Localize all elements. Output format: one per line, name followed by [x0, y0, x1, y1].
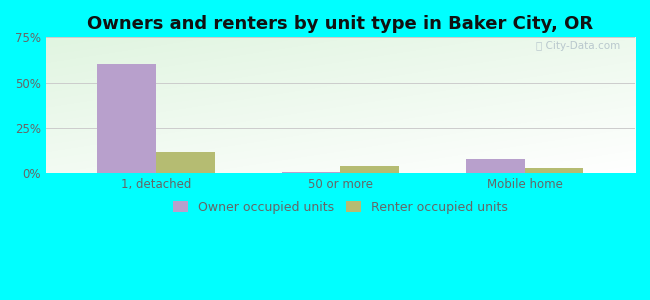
Bar [98, 64, 156, 173]
Text: ⓘ City-Data.com: ⓘ City-Data.com [536, 41, 620, 51]
Bar [281, 172, 341, 173]
Bar [525, 168, 584, 173]
Title: Owners and renters by unit type in Baker City, OR: Owners and renters by unit type in Baker… [87, 15, 593, 33]
Legend: Owner occupied units, Renter occupied units: Owner occupied units, Renter occupied un… [168, 196, 514, 219]
Bar [156, 152, 215, 173]
Bar [465, 159, 525, 173]
Bar [341, 166, 399, 173]
